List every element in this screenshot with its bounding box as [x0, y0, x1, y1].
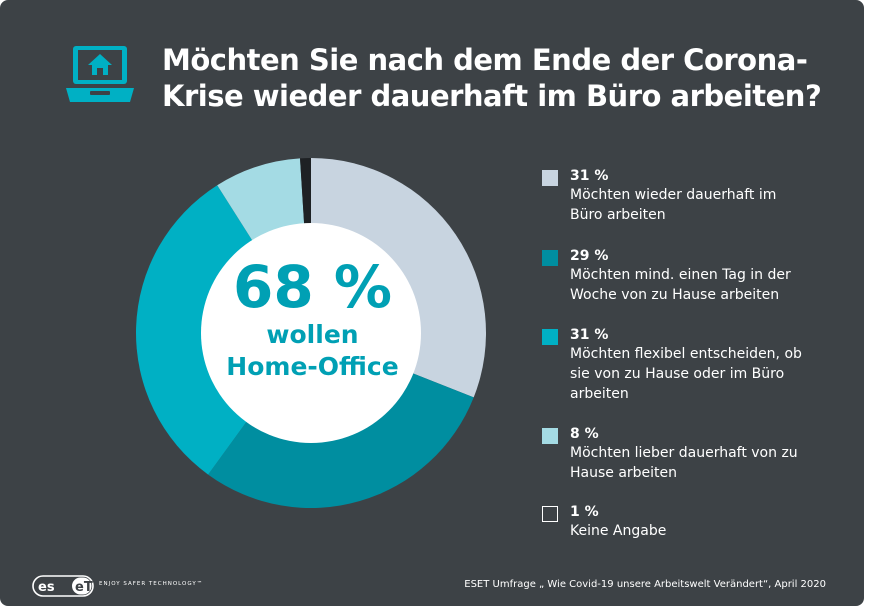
legend-swatch	[542, 506, 558, 522]
legend-description-line: Möchten lieber dauerhaft von zu	[570, 445, 798, 461]
legend-description-line: Keine Angabe	[570, 523, 667, 539]
svg-text:eT: eT	[75, 580, 93, 595]
legend-description-line: Woche von zu Hause arbeiten	[570, 287, 780, 303]
eset-logo: es eT	[32, 575, 94, 597]
center-line-1: wollen	[266, 320, 359, 349]
legend-description-line: Möchten mind. einen Tag in der	[570, 267, 791, 283]
center-line-2: Home-Office	[226, 352, 399, 381]
center-label: 68 % wollen Home-Office	[200, 255, 425, 383]
legend-swatch	[542, 329, 558, 345]
title-line-2: Krise wieder dauerhaft im Büro arbeiten?	[162, 79, 822, 113]
legend-value: 8 %	[570, 426, 599, 442]
legend-description-line: Büro arbeiten	[570, 207, 666, 223]
title-line-1: Möchten Sie nach dem Ende der Corona-	[162, 43, 808, 77]
legend-description: Möchten mind. einen Tag in der Woche von…	[570, 265, 820, 305]
donut-hole	[201, 223, 421, 443]
tagline: ENJOY SAFER TECHNOLOGY™	[99, 581, 204, 587]
legend-description-line: arbeiten	[570, 386, 629, 402]
legend-description: Möchten wieder dauerhaft im Büro arbeite…	[570, 185, 820, 225]
laptop-home-icon	[66, 46, 134, 102]
legend-description: Möchten flexibel entscheiden, ob sie von…	[570, 344, 820, 404]
legend-swatch	[542, 428, 558, 444]
legend-swatch	[542, 250, 558, 266]
legend-description-line: Hause arbeiten	[570, 465, 678, 481]
legend-description: Keine Angabe	[570, 521, 820, 541]
legend-value: 29 %	[570, 248, 609, 264]
legend-description-line: Möchten flexibel entscheiden, ob	[570, 346, 802, 362]
center-value: 68 %	[232, 253, 393, 321]
legend-swatch	[542, 170, 558, 186]
legend-description: Möchten lieber dauerhaft von zu Hause ar…	[570, 443, 820, 483]
page-title: Möchten Sie nach dem Ende der Corona- Kr…	[162, 42, 842, 114]
legend-value: 31 %	[570, 327, 609, 343]
legend-description-line: Möchten wieder dauerhaft im	[570, 187, 777, 203]
legend-value: 1 %	[570, 504, 599, 520]
legend-description-line: sie von zu Hause oder im Büro	[570, 366, 785, 382]
source-note: ESET Umfrage „ Wie Covid-19 unsere Arbei…	[464, 579, 826, 590]
svg-text:es: es	[38, 580, 55, 595]
legend-value: 31 %	[570, 168, 609, 184]
